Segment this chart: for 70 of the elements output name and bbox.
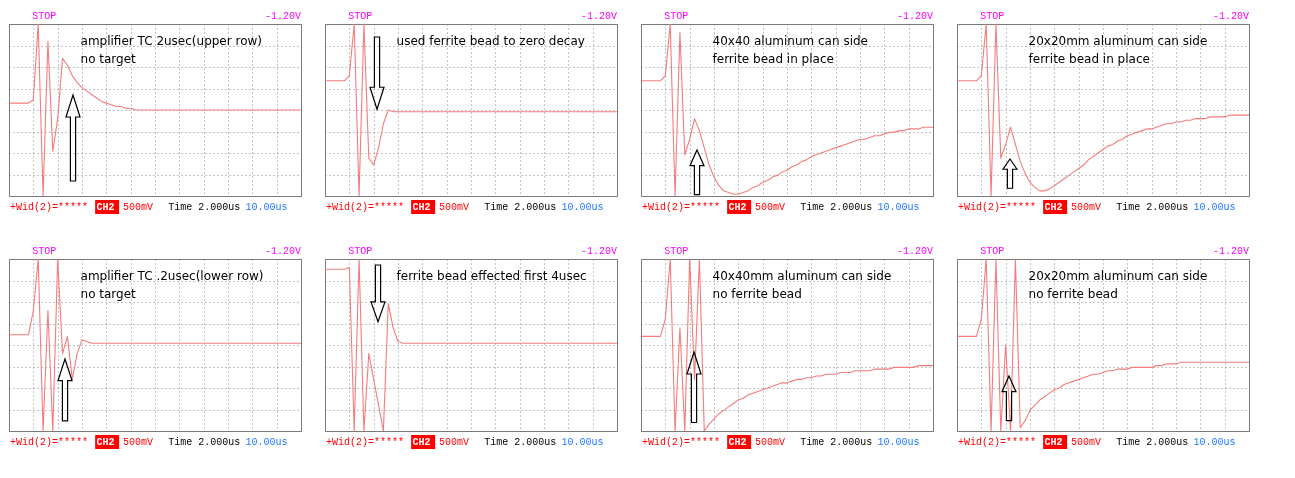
text: CH2 [728, 437, 747, 448]
text: CH2 [96, 437, 115, 448]
text: STOP [980, 246, 1005, 257]
text: Time 2.000us [168, 437, 241, 448]
text: -1.20V [896, 11, 933, 22]
text: 500mV [1070, 202, 1101, 213]
text: 10.00us [877, 202, 920, 213]
text: 500mV [754, 437, 785, 448]
text: 500mV [438, 437, 469, 448]
annotation: no target [80, 52, 137, 67]
text: +Wid(2)=***** [10, 437, 89, 448]
text: 10.00us [561, 202, 604, 213]
text: 10.00us [1193, 437, 1236, 448]
text: Time 2.000us [800, 437, 873, 448]
text: CH2 [728, 202, 747, 213]
text: STOP [664, 11, 689, 22]
text: -1.20V [264, 246, 301, 257]
annotation: amplifier TC 2usec(upper row) [80, 34, 263, 49]
text: -1.20V [580, 246, 617, 257]
text: CH2 [412, 202, 431, 213]
text: 500mV [122, 202, 153, 213]
text: 10.00us [1193, 202, 1236, 213]
text: -1.20V [264, 11, 301, 22]
text: 10.00us [561, 437, 604, 448]
text: -1.20V [1212, 246, 1249, 257]
text: -1.20V [1212, 11, 1249, 22]
annotation: amplifier TC .2usec(lower row) [80, 269, 264, 284]
text: +Wid(2)=***** [326, 202, 405, 213]
text: +Wid(2)=***** [958, 202, 1037, 213]
text: CH2 [96, 202, 115, 213]
text: +Wid(2)=***** [10, 202, 89, 213]
annotation: 20x20mm aluminum can side [1028, 269, 1208, 284]
text: 10.00us [245, 202, 288, 213]
text: STOP [664, 246, 689, 257]
text: 500mV [122, 437, 153, 448]
annotation: ferrite bead effected first 4usec [396, 269, 587, 284]
annotation: no target [80, 287, 137, 302]
text: Time 2.000us [484, 202, 557, 213]
text: Time 2.000us [800, 202, 873, 213]
text: 500mV [754, 202, 785, 213]
text: 10.00us [245, 437, 288, 448]
text: Time 2.000us [1116, 202, 1189, 213]
text: Time 2.000us [168, 202, 241, 213]
text: Time 2.000us [484, 437, 557, 448]
text: 10.00us [877, 437, 920, 448]
annotation: 40x40mm aluminum can side [712, 269, 892, 284]
annotation: no ferrite bead [712, 287, 802, 302]
text: STOP [348, 246, 373, 257]
text: 500mV [438, 202, 469, 213]
text: STOP [980, 11, 1005, 22]
annotation: 20x20mm aluminum can side [1028, 34, 1208, 49]
annotation: 40x40 aluminum can side [712, 34, 868, 49]
text: Time 2.000us [1116, 437, 1189, 448]
text: -1.20V [580, 11, 617, 22]
text: CH2 [1044, 437, 1063, 448]
annotation: no ferrite bead [1028, 287, 1118, 302]
text: CH2 [412, 437, 431, 448]
text: STOP [32, 11, 57, 22]
text: STOP [348, 11, 373, 22]
text: +Wid(2)=***** [326, 437, 405, 448]
annotation: used ferrite bead to zero decay [396, 34, 585, 49]
annotation: ferrite bead in place [1028, 52, 1150, 67]
text: 500mV [1070, 437, 1101, 448]
text: STOP [32, 246, 57, 257]
text: +Wid(2)=***** [958, 437, 1037, 448]
text: -1.20V [896, 246, 933, 257]
text: +Wid(2)=***** [642, 437, 721, 448]
annotation: ferrite bead in place [712, 52, 834, 67]
text: +Wid(2)=***** [642, 202, 721, 213]
text: CH2 [1044, 202, 1063, 213]
